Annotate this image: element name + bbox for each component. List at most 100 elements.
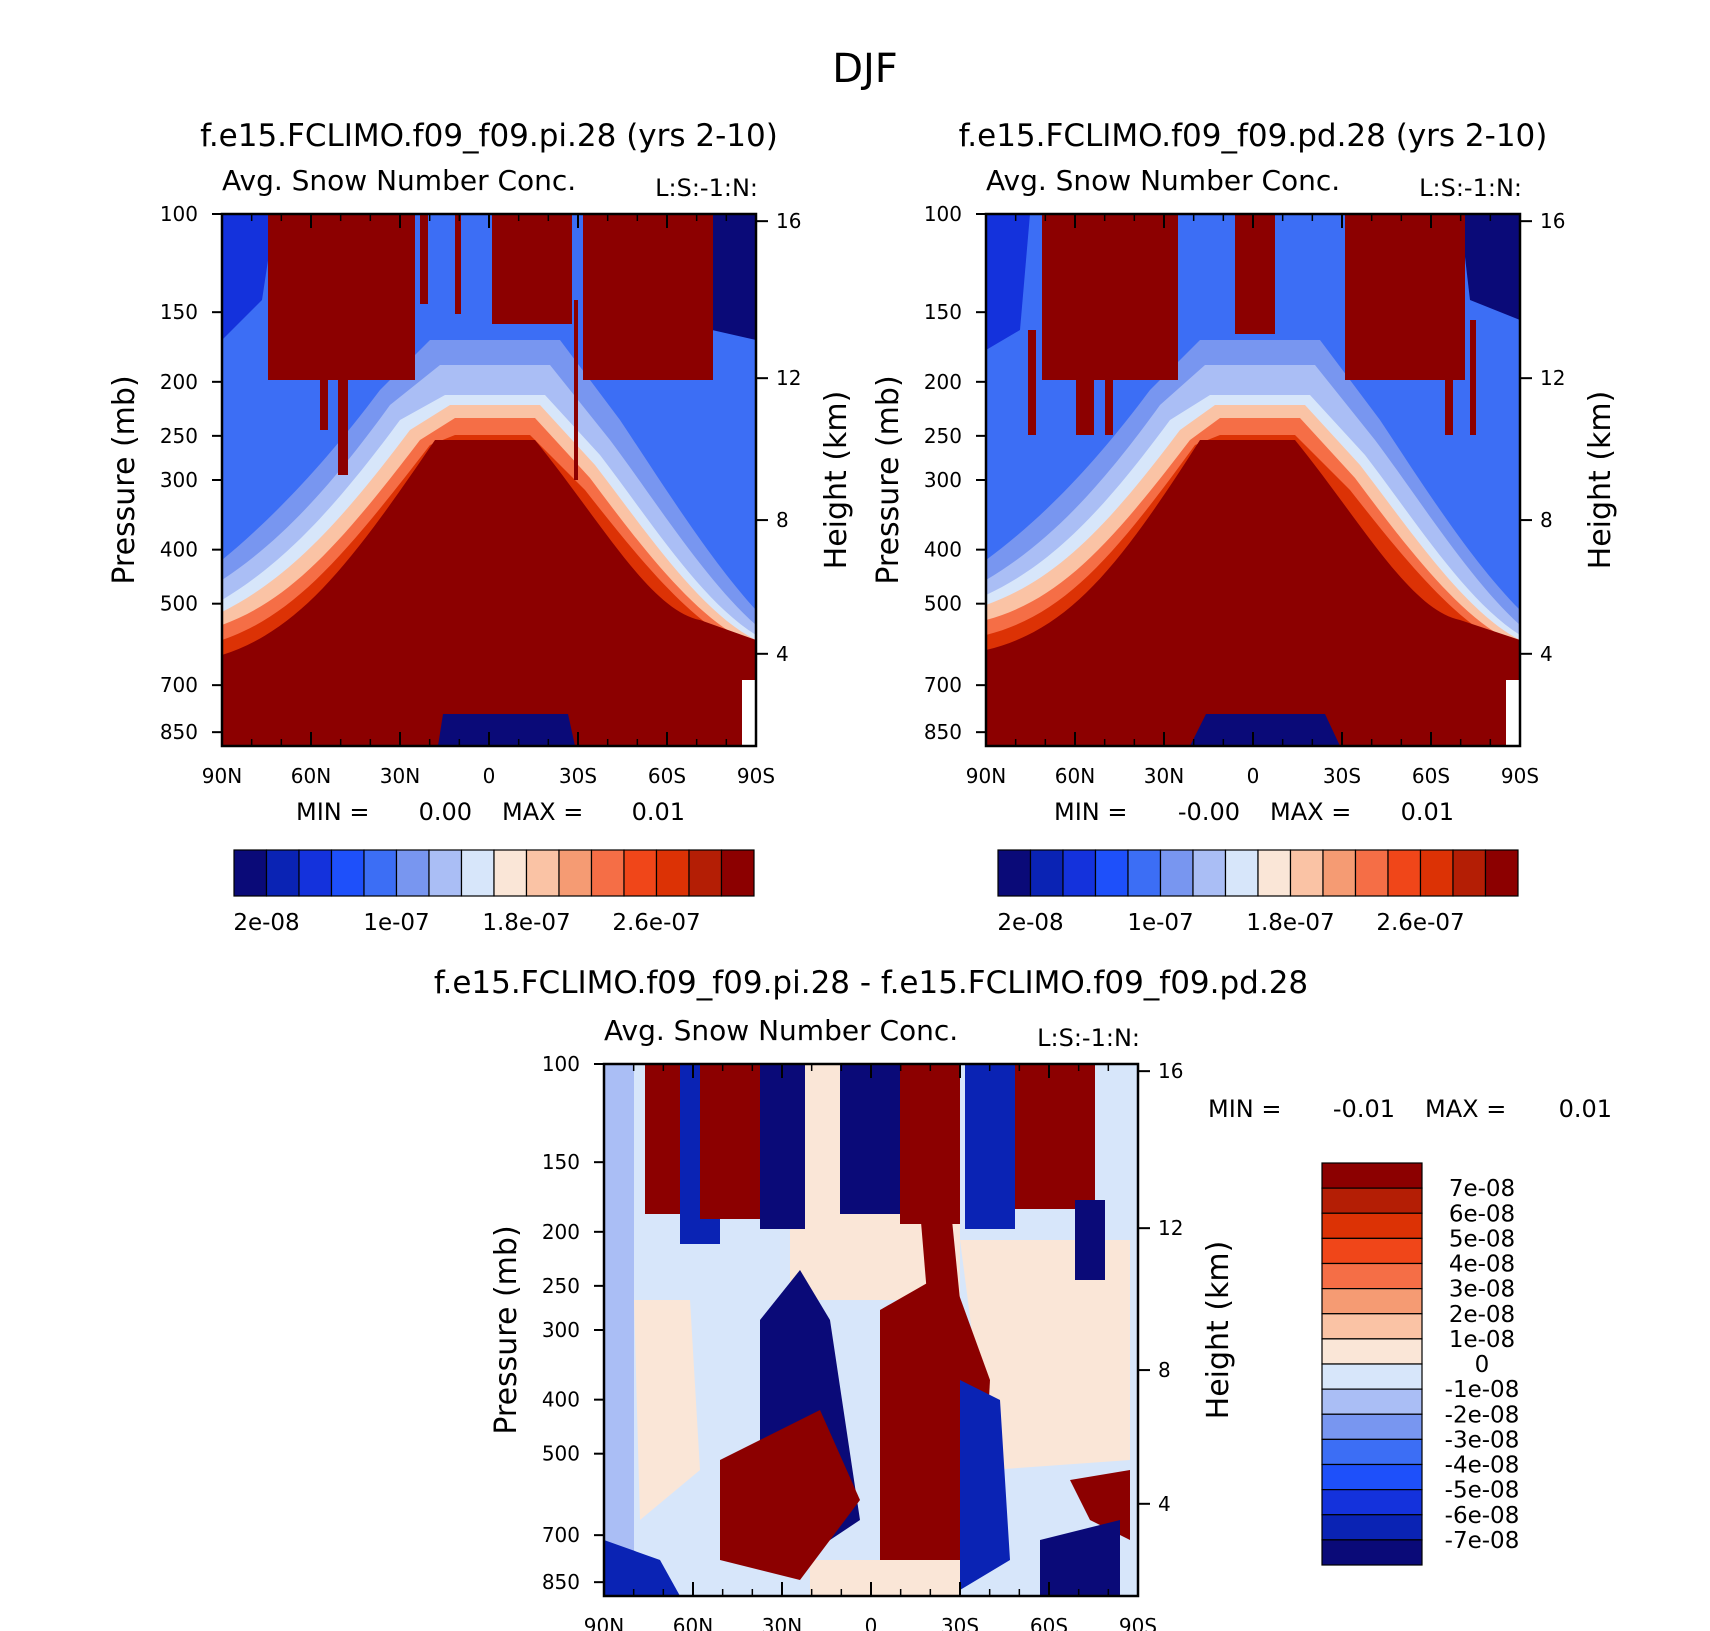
panel-diff-case-title: f.e15.FCLIMO.f09_f09.pi.28 - f.e15.FCLIM…: [434, 965, 1308, 1001]
colorbar-swatch: [233, 849, 268, 897]
y-tick-label: 400: [160, 538, 198, 562]
colorbar-swatch: [1321, 1313, 1423, 1340]
colorbar-label: 6e-08: [1449, 1201, 1515, 1227]
diff-surface-blue: [1040, 1520, 1120, 1596]
y-tick-label: 700: [160, 673, 198, 697]
y-right-tick-label: 4: [1158, 1492, 1171, 1516]
colorbar-swatch: [493, 849, 528, 897]
colorbar-swatch: [1094, 849, 1129, 897]
y-right-tick-label: 8: [1540, 508, 1553, 532]
x-tick-label: 0: [483, 764, 496, 788]
panel-pd-field: [986, 214, 1520, 746]
colorbar-swatch: [1321, 1237, 1423, 1265]
panel-pd-variable: Avg. Snow Number Conc.: [986, 164, 1340, 197]
colorbar-swatch: [1224, 849, 1259, 897]
colorbar-swatch: [1062, 849, 1097, 897]
colorbar-label: -6e-08: [1445, 1503, 1520, 1529]
colorbar-swatch: [1484, 849, 1519, 897]
y-tick-label: 100: [542, 1052, 580, 1076]
diff-core-blue-right: [960, 1380, 1010, 1590]
colorbar-swatch: [1029, 849, 1064, 897]
x-tick-label: 30N: [762, 1614, 802, 1631]
colorbar-swatch: [1321, 1388, 1423, 1415]
colorbar-swatch: [1321, 1413, 1423, 1440]
y-tick-label: 250: [924, 424, 962, 448]
y-tick-label: 400: [924, 538, 962, 562]
y-tick-label: 850: [160, 720, 198, 744]
colorbar-swatch: [1321, 1262, 1423, 1290]
colorbar-label: 5e-08: [1449, 1226, 1515, 1252]
colorbar-swatch: [1387, 849, 1422, 897]
pi-strip-5: [574, 300, 578, 480]
colorbar-label: 2e-08: [997, 910, 1063, 936]
pi-blue-top-right: [700, 214, 756, 340]
diff-strato-mid-red: [700, 1064, 760, 1219]
y-tick-label: 300: [542, 1318, 580, 1342]
colorbar-swatch: [1127, 849, 1162, 897]
pd-strato-mid: [1235, 214, 1275, 334]
y-right-axis-label: Height (km): [1583, 391, 1618, 570]
colorbar-swatch: [590, 849, 625, 897]
y-right-tick-label: 12: [1540, 366, 1565, 390]
y-right-tick-label: 12: [1158, 1216, 1183, 1240]
y-tick-label: 500: [160, 592, 198, 616]
panel-diff-min-label: MIN =: [1208, 1095, 1281, 1123]
y-tick-label: 700: [924, 673, 962, 697]
colorbar-label: -7e-08: [1445, 1528, 1520, 1554]
panel-pd: f.e15.FCLIMO.f09_f09.pd.28 (yrs 2-10) Av…: [871, 118, 1618, 936]
pi-strip-4: [338, 380, 348, 475]
colorbar-swatch: [558, 849, 593, 897]
pi-strip-1: [420, 214, 428, 304]
panel-pd-max-value: 0.01: [1401, 798, 1454, 826]
colorbar-swatch: [688, 849, 723, 897]
x-tick-label: 60S: [1030, 1614, 1068, 1631]
x-tick-label: 90N: [202, 764, 242, 788]
colorbar-swatch: [1452, 849, 1487, 897]
diff-warm-left: [634, 1300, 700, 1520]
pd-core: [986, 440, 1520, 746]
pd-strip-1: [1076, 380, 1094, 435]
pd-blue-dark-top-left: [986, 214, 1030, 350]
x-tick-label: 60S: [648, 764, 686, 788]
panel-pd-max-label: MAX =: [1270, 798, 1351, 826]
colorbar-swatch: [298, 849, 333, 897]
colorbar-swatch: [1321, 1514, 1423, 1541]
x-tick-label: 90N: [584, 1614, 624, 1631]
colorbar-label: 2.6e-07: [612, 910, 700, 936]
y-tick-label: 850: [542, 1570, 580, 1594]
pi-core: [222, 440, 756, 746]
colorbar-swatch: [428, 849, 463, 897]
colorbar-swatch: [1321, 1338, 1423, 1365]
panel-pi-level-tag: L:S:-1:N:: [655, 174, 758, 202]
colorbar-swatch: [997, 849, 1032, 897]
panel-pi: f.e15.FCLIMO.f09_f09.pi.28 (yrs 2-10) Av…: [107, 118, 854, 936]
x-tick-label: 0: [1247, 764, 1260, 788]
panel-pd-min-value: -0.00: [1178, 798, 1240, 826]
diff-strato-c-blue: [840, 1064, 900, 1214]
panel-pd-ticks: 90N 60N 30N 0 30S 60S 90S 100 150 200 250 300 400 500…: [871, 202, 1618, 788]
y-right-tick-label: 12: [776, 366, 801, 390]
colorbar-swatch: [1321, 1489, 1423, 1516]
panel-pi-variable: Avg. Snow Number Conc.: [222, 164, 576, 197]
x-tick-label: 60S: [1412, 764, 1450, 788]
x-tick-label: 60N: [673, 1614, 713, 1631]
x-tick-label: 30S: [941, 1614, 979, 1631]
colorbar-label: 1.8e-07: [482, 910, 570, 936]
panel-pd-min-label: MIN =: [1054, 798, 1127, 826]
panel-diff-max-label: MAX =: [1425, 1095, 1506, 1123]
panel-pi-ticks: 90N 60N 30N 0 30S 60S 90S 100 150 200 250 300 400 500…: [107, 202, 854, 788]
pi-strato-mid: [492, 214, 572, 324]
pd-strip-5: [1470, 320, 1476, 435]
pd-strip-3: [1028, 330, 1036, 435]
y-tick-label: 100: [160, 202, 198, 226]
x-tick-label: 90N: [966, 764, 1006, 788]
colorbar-label: 7e-08: [1449, 1176, 1515, 1202]
y-tick-label: 250: [542, 1274, 580, 1298]
colorbar-swatch: [1289, 849, 1324, 897]
y-right-tick-label: 16: [1540, 209, 1565, 233]
y-tick-label: 250: [160, 424, 198, 448]
diff-left-edge: [604, 1064, 634, 1596]
diff-core-red-upper: [920, 1200, 960, 1330]
y-right-tick-label: 8: [776, 508, 789, 532]
